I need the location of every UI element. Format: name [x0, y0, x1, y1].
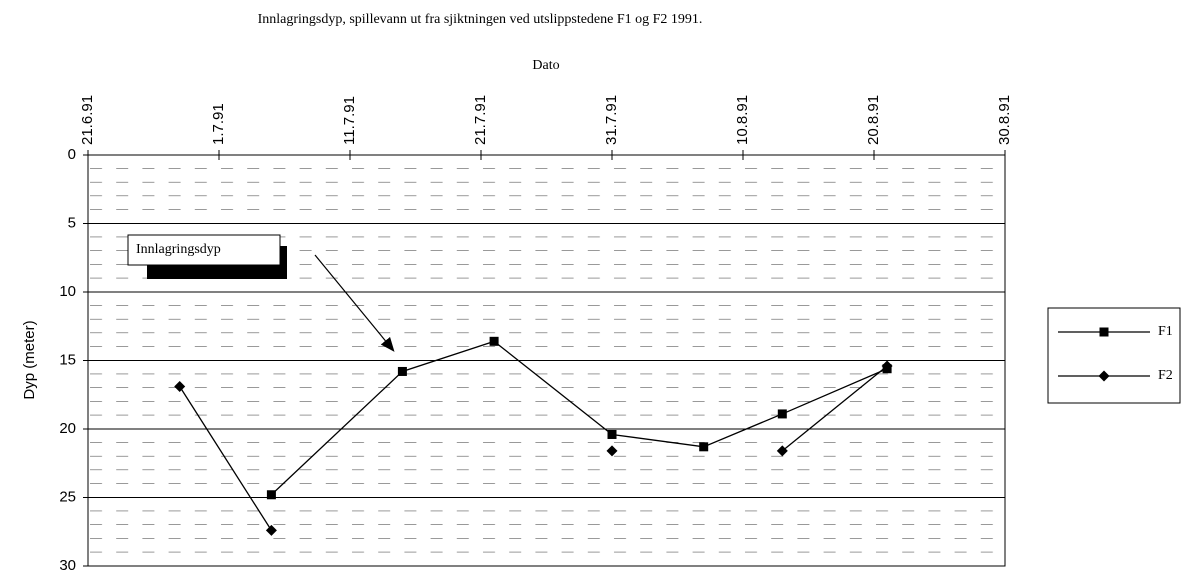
- annotation-box: [127, 234, 281, 266]
- marker: [174, 381, 186, 393]
- marker: [607, 429, 617, 439]
- marker: [265, 524, 277, 536]
- x-axis-label: Dato: [532, 58, 559, 73]
- y-tick-label: 10: [59, 283, 76, 300]
- x-tick-label: 10.8.91: [734, 95, 751, 145]
- y-tick-label: 25: [59, 488, 76, 505]
- annotation-arrow: [314, 254, 395, 352]
- x-tick-label: 21.6.91: [79, 95, 96, 145]
- series-line: [179, 386, 272, 531]
- x-tick-label: 31.7.91: [603, 95, 620, 145]
- marker: [776, 445, 788, 457]
- y-tick-label: 20: [59, 420, 76, 437]
- marker: [777, 409, 787, 419]
- marker: [606, 445, 618, 457]
- marker: [397, 366, 407, 376]
- marker: [881, 360, 893, 372]
- x-tick-label: 30.8.91: [996, 95, 1013, 145]
- marker: [266, 490, 276, 500]
- y-tick-label: 5: [68, 214, 76, 231]
- series-line: [781, 365, 888, 452]
- legend: [1047, 307, 1181, 404]
- marker: [489, 336, 499, 346]
- x-tick-label: 20.8.91: [865, 95, 882, 145]
- marker: [699, 442, 709, 452]
- y-axis-label: Dyp (meter): [21, 320, 38, 399]
- chart-title: Innlagringsdyp, spillevann ut fra sjiktn…: [258, 12, 703, 27]
- x-tick-label: 1.7.91: [210, 103, 227, 145]
- marker: [1099, 327, 1109, 337]
- y-tick-label: 30: [59, 557, 76, 572]
- annotation: Innlagringsdyp: [136, 242, 221, 257]
- x-tick-label: 11.7.91: [341, 96, 358, 145]
- y-tick-label: 15: [59, 351, 76, 368]
- legend-label: F2: [1158, 368, 1173, 383]
- marker: [1098, 370, 1110, 382]
- y-tick-label: 0: [68, 146, 76, 163]
- legend-label: F1: [1158, 324, 1173, 339]
- x-tick-label: 21.7.91: [472, 95, 489, 145]
